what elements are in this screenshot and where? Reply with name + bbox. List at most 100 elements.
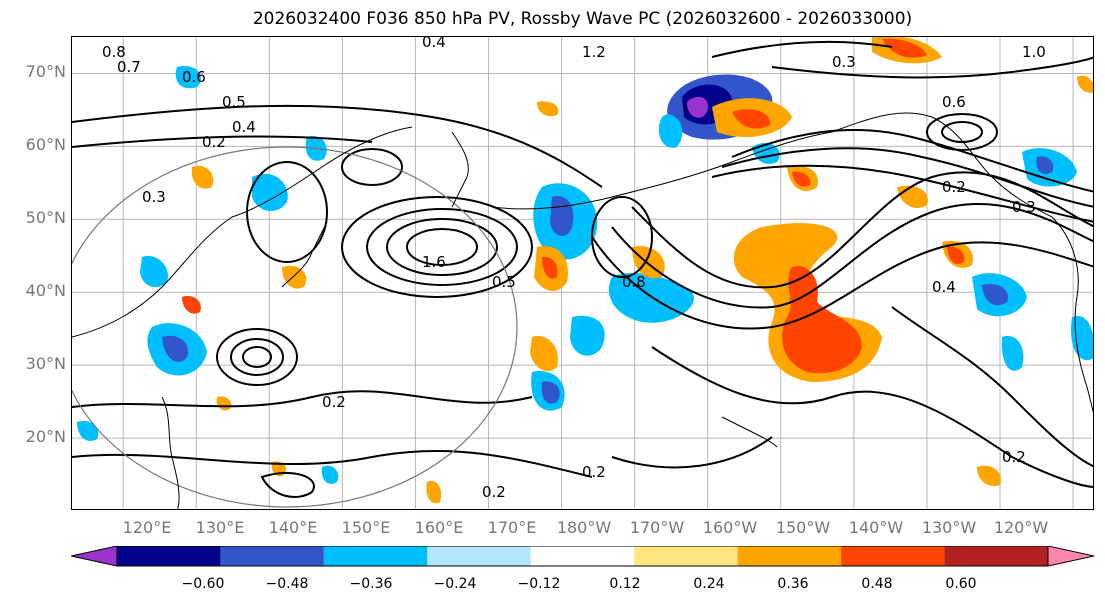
pv-contour	[651, 346, 1093, 488]
negative-anomaly	[982, 283, 1008, 306]
map-canvas: 0.80.70.60.50.40.30.21.2 1.01.60.80.40.30…	[72, 37, 1093, 509]
coastline-philippines	[161, 396, 180, 509]
positive-anomaly	[282, 265, 307, 289]
lon-label-170e: 170°E	[487, 518, 537, 537]
rossby-wave-shading	[77, 37, 1093, 504]
lat-label-40n: 40°N	[25, 281, 66, 300]
negative-anomaly	[175, 66, 201, 89]
negative-anomaly	[1071, 316, 1093, 361]
positive-anomaly	[782, 266, 862, 374]
positive-anomaly	[426, 480, 442, 504]
negative-anomaly	[570, 315, 605, 356]
colorbar-tick: 0.24	[693, 576, 725, 592]
pv-contour	[366, 208, 518, 286]
colorbar-tick: 0.36	[777, 576, 809, 592]
negative-anomaly	[140, 256, 168, 288]
coastline-japan	[281, 221, 328, 288]
contour-label: 0.6	[942, 93, 966, 111]
colorbar-swatch	[220, 546, 324, 566]
pv-contour	[591, 196, 653, 278]
positive-anomaly	[537, 101, 559, 117]
coastline-alaska	[831, 112, 1053, 218]
lon-label-140w: 140°W	[848, 518, 904, 537]
contour-label: 0.8	[102, 43, 126, 61]
positive-anomaly	[977, 465, 1001, 487]
lon-label-150w: 150°W	[775, 518, 831, 537]
colorbar	[71, 546, 1094, 567]
lat-label-30n: 30°N	[25, 354, 66, 373]
map-title: 2026032400 F036 850 hPa PV, Rossby Wave …	[252, 9, 913, 29]
negative-anomaly	[162, 335, 188, 362]
lon-label-160e: 160°E	[414, 518, 464, 537]
contour-label: 0.2	[1002, 448, 1026, 466]
pv-contour	[631, 171, 1093, 289]
negative-anomaly	[1001, 336, 1024, 371]
pv-contour	[721, 147, 1093, 208]
negative-anomaly	[541, 381, 560, 404]
positive-anomaly	[530, 336, 558, 372]
contour-label: 0.4	[422, 37, 446, 51]
colorbar-tick: 0.12	[609, 576, 641, 592]
negative-anomaly	[252, 173, 288, 212]
pv-contour	[386, 218, 498, 276]
colorbar-swatch	[841, 546, 945, 566]
lon-label-130e: 130°E	[195, 518, 245, 537]
pv-contour	[72, 135, 373, 148]
pv-contour	[711, 164, 1093, 223]
coastline-hawaii	[721, 416, 778, 448]
coastline-asia	[72, 126, 413, 338]
pv-contour	[72, 390, 533, 408]
positive-anomaly	[897, 185, 928, 208]
negative-anomaly	[658, 114, 683, 148]
contour-label: 0.3	[832, 53, 856, 71]
pv-contour	[611, 436, 773, 469]
contour-label: 0.6	[182, 68, 206, 86]
lon-label-150e: 150°E	[341, 518, 391, 537]
contour-label: 0.5	[492, 273, 516, 291]
coastline-kamchatka	[451, 131, 469, 208]
positive-anomaly	[732, 109, 771, 129]
pv-contour	[771, 56, 1093, 79]
pv-contour	[731, 129, 1093, 193]
pv-contour	[216, 328, 298, 386]
lon-label-120w: 120°W	[993, 518, 1049, 537]
contour-label: 1.2	[582, 43, 606, 61]
pv-contour	[341, 196, 533, 298]
colorbar-tick: −0.48	[265, 576, 309, 592]
contour-label: 0.2	[482, 483, 506, 501]
contour-label: 0.2	[582, 463, 606, 481]
colorbar-tick: 0.60	[945, 576, 977, 592]
pv-contour	[230, 338, 284, 376]
pv-contour	[941, 121, 983, 143]
positive-anomaly	[542, 256, 558, 279]
pv-contours	[72, 40, 1093, 498]
pv-contour	[611, 202, 1093, 309]
pv-contour	[242, 346, 272, 368]
negative-anomaly	[321, 465, 339, 484]
lon-label-180w: 180°W	[556, 518, 612, 537]
contour-labels: 0.80.70.60.50.40.30.21.2 1.01.60.80.40.30…	[102, 37, 1046, 501]
colorbar-swatch	[117, 546, 221, 566]
negative-anomaly	[687, 96, 708, 118]
lat-label-60n: 60°N	[25, 135, 66, 154]
positive-anomaly	[182, 296, 201, 314]
pv-contour	[711, 40, 893, 58]
lon-label-120e: 120°E	[122, 518, 172, 537]
lat-label-70n: 70°N	[25, 62, 66, 81]
coastline-aleutians	[491, 131, 833, 210]
pv-contour	[926, 113, 998, 151]
pv-contour	[72, 104, 603, 188]
lat-label-20n: 20°N	[25, 427, 66, 446]
contour-label: 0.7	[117, 58, 141, 76]
contour-label: 0.3	[1012, 198, 1036, 216]
contour-label: 0.4	[932, 278, 956, 296]
contour-label: 0.2	[202, 133, 226, 151]
lat-label-50n: 50°N	[25, 208, 66, 227]
pv-contour	[72, 449, 593, 478]
contour-label: 0.3	[142, 188, 166, 206]
colorbar-tick: −0.60	[181, 576, 225, 592]
pv-contour	[246, 161, 328, 263]
colorbar-swatch	[944, 546, 1048, 566]
positive-anomaly	[1077, 75, 1093, 93]
negative-anomaly	[77, 420, 99, 442]
